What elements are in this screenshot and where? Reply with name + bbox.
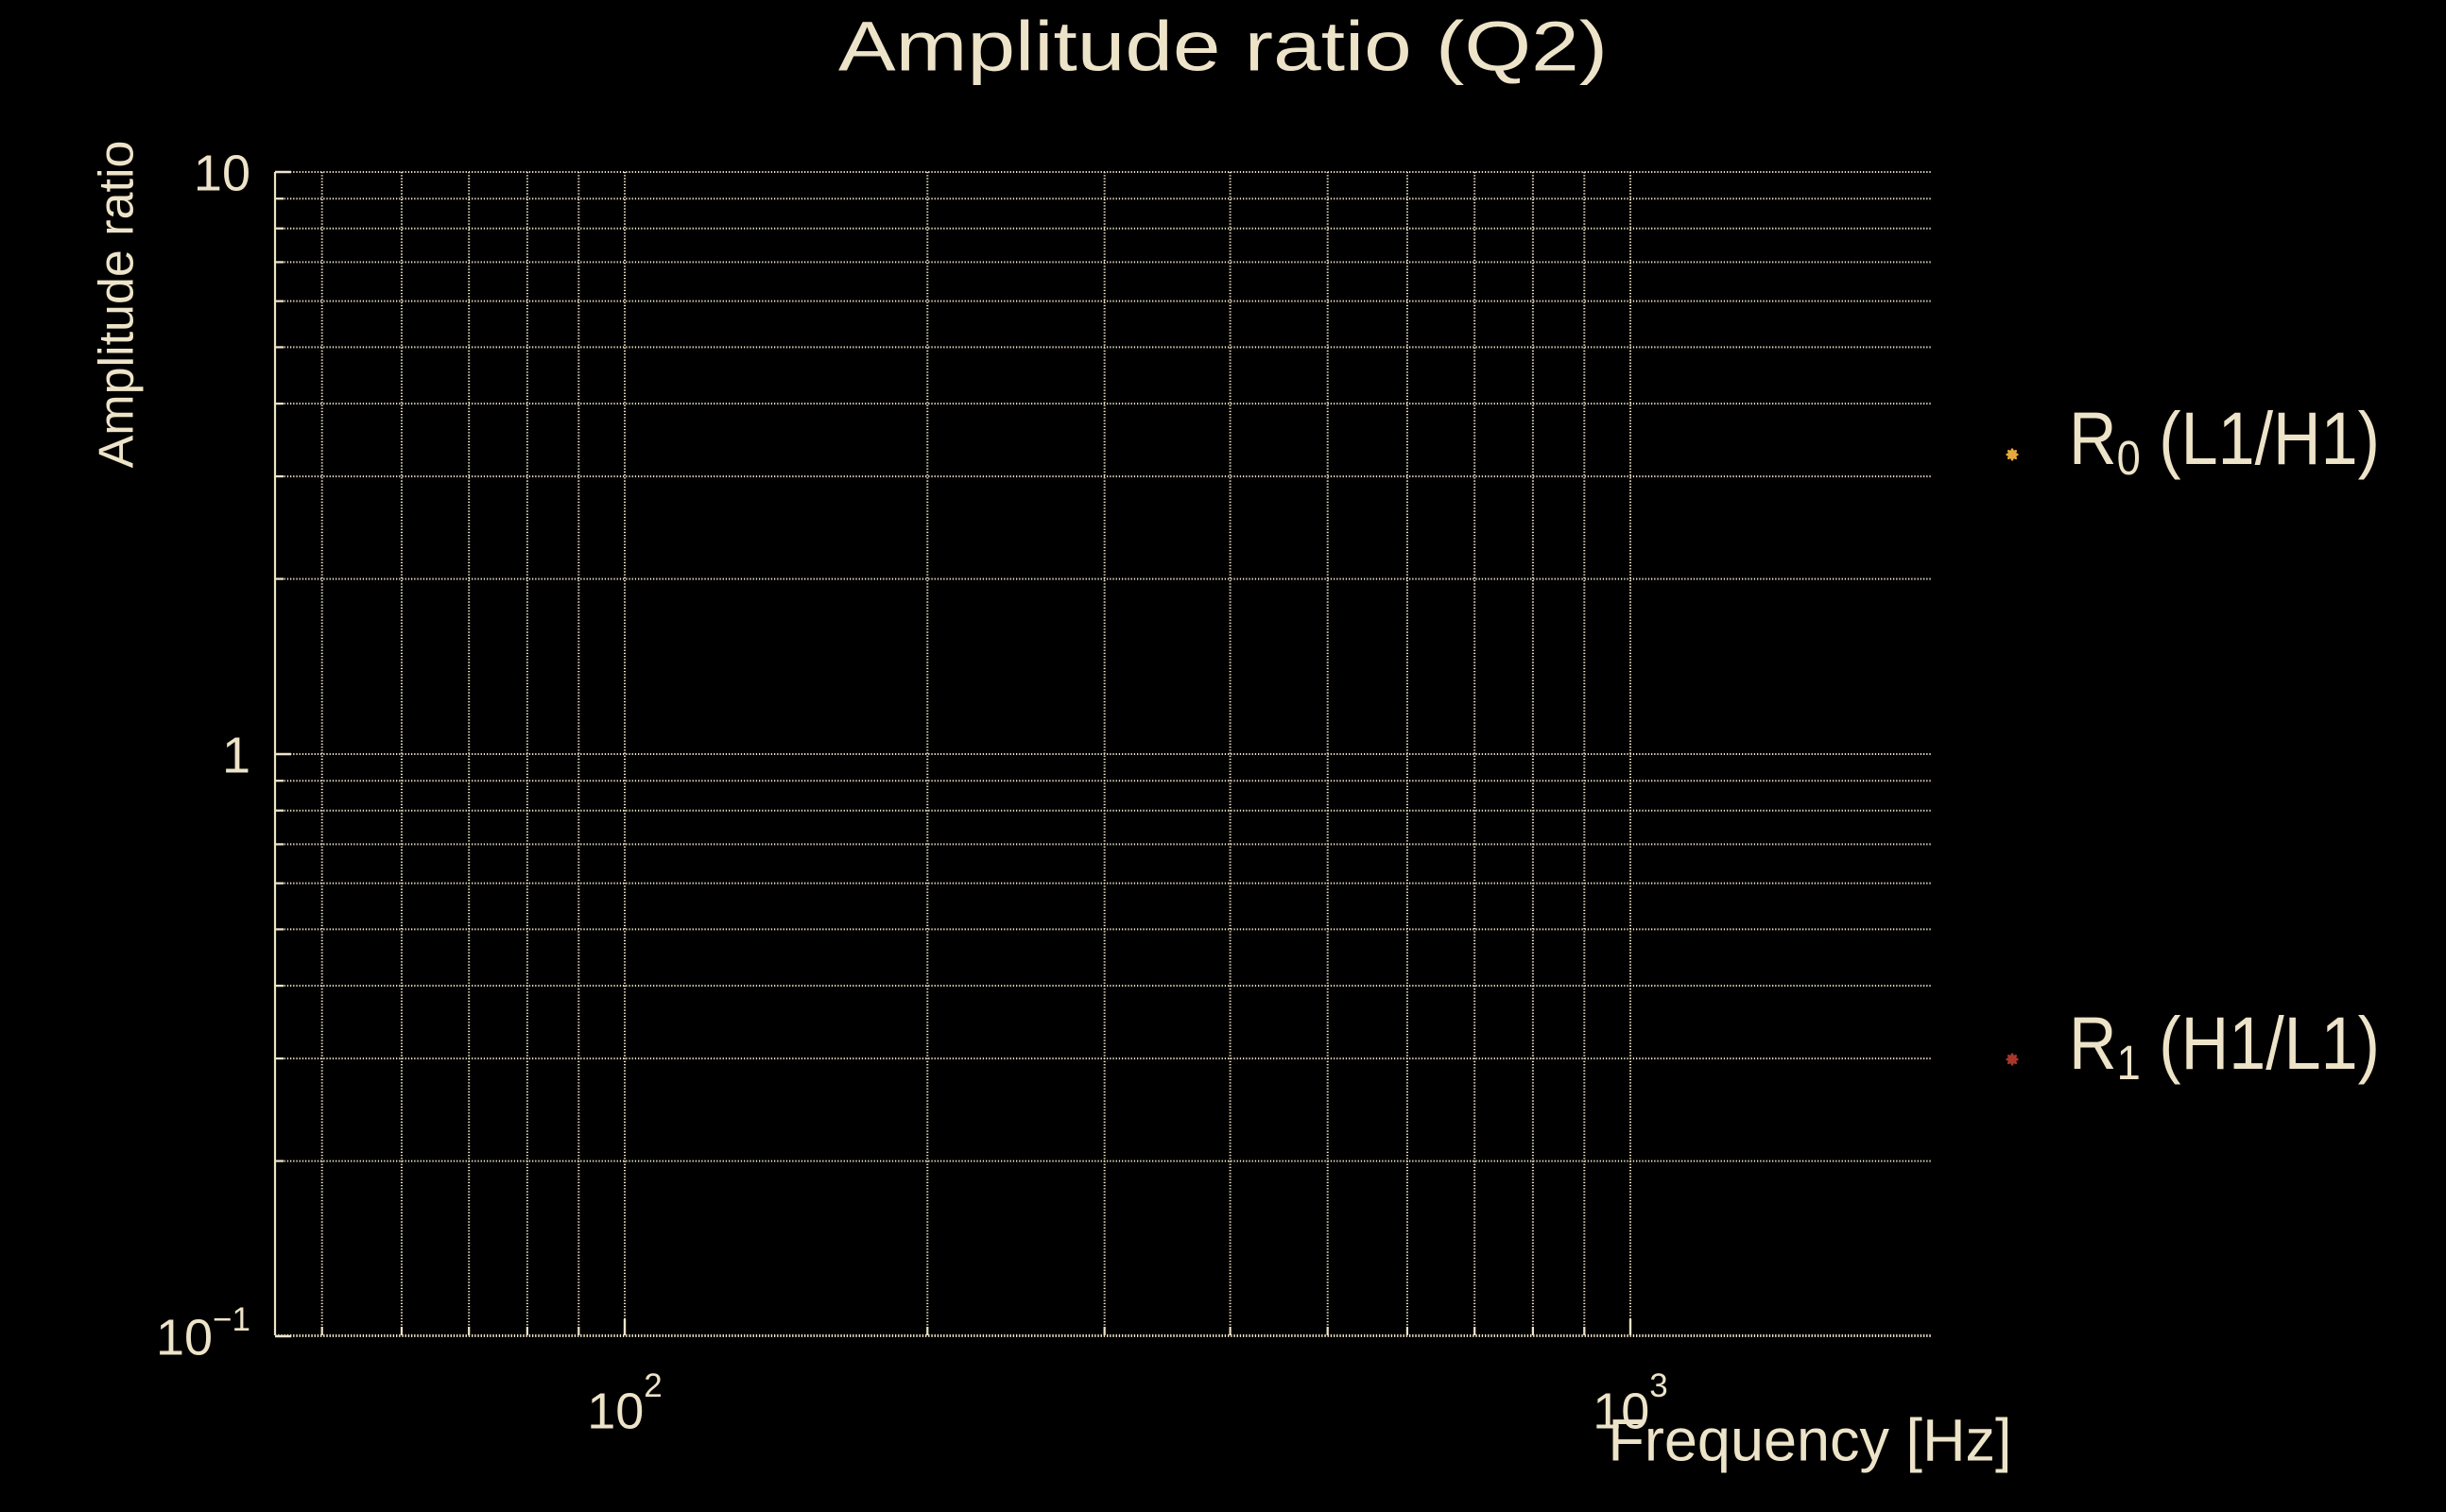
svg-text:10: 10 [194, 145, 250, 201]
svg-text:R0 (L1/H1): R0 (L1/H1) [2069, 396, 2380, 486]
svg-text:Frequency [Hz]: Frequency [Hz] [1608, 1408, 2011, 1474]
svg-text:Amplitude ratio: Amplitude ratio [90, 141, 145, 469]
svg-text:Amplitude ratio (Q2): Amplitude ratio (Q2) [838, 8, 1608, 86]
svg-text:1: 1 [222, 727, 250, 783]
svg-text:R1 (H1/L1): R1 (H1/L1) [2069, 1001, 2380, 1091]
